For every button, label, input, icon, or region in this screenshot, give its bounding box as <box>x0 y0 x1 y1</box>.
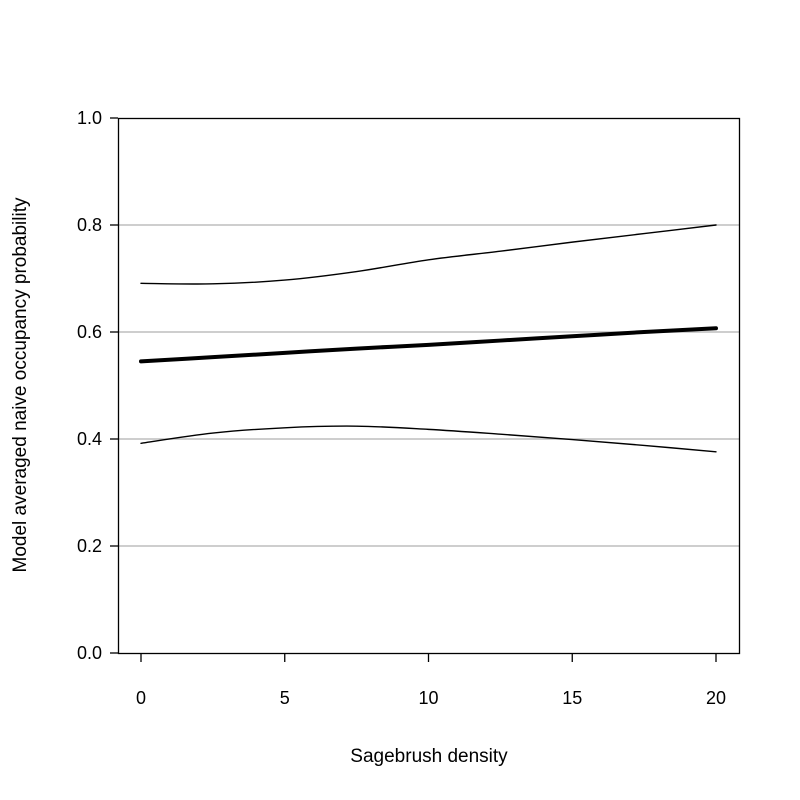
y-axis-label: Model averaged naive occupancy probabili… <box>10 197 31 572</box>
x-tick-label: 10 <box>418 688 438 708</box>
series-lines <box>139 224 718 453</box>
y-tick-label: 1.0 <box>77 108 102 128</box>
grid-lines <box>119 224 739 547</box>
series-upper-line <box>140 224 717 285</box>
x-axis-label: Sagebrush density <box>350 746 508 767</box>
x-tick-label: 20 <box>706 688 726 708</box>
y-tick-label: 0.2 <box>77 536 102 556</box>
x-tick-label: 0 <box>136 688 146 708</box>
plot-frame <box>117 117 741 655</box>
x-axis: 0 5 10 15 20 <box>136 654 726 708</box>
y-tick-label: 0.0 <box>77 643 102 663</box>
series-lower-line <box>140 425 717 453</box>
y-axis: 0.0 0.2 0.4 0.6 0.8 1.0 <box>77 108 118 663</box>
x-tick-label: 15 <box>562 688 582 708</box>
y-tick-label: 0.4 <box>77 429 102 449</box>
y-tick-label: 0.8 <box>77 215 102 235</box>
x-tick-label: 5 <box>280 688 290 708</box>
series-mean-line <box>139 326 718 364</box>
y-tick-label: 0.6 <box>77 322 102 342</box>
